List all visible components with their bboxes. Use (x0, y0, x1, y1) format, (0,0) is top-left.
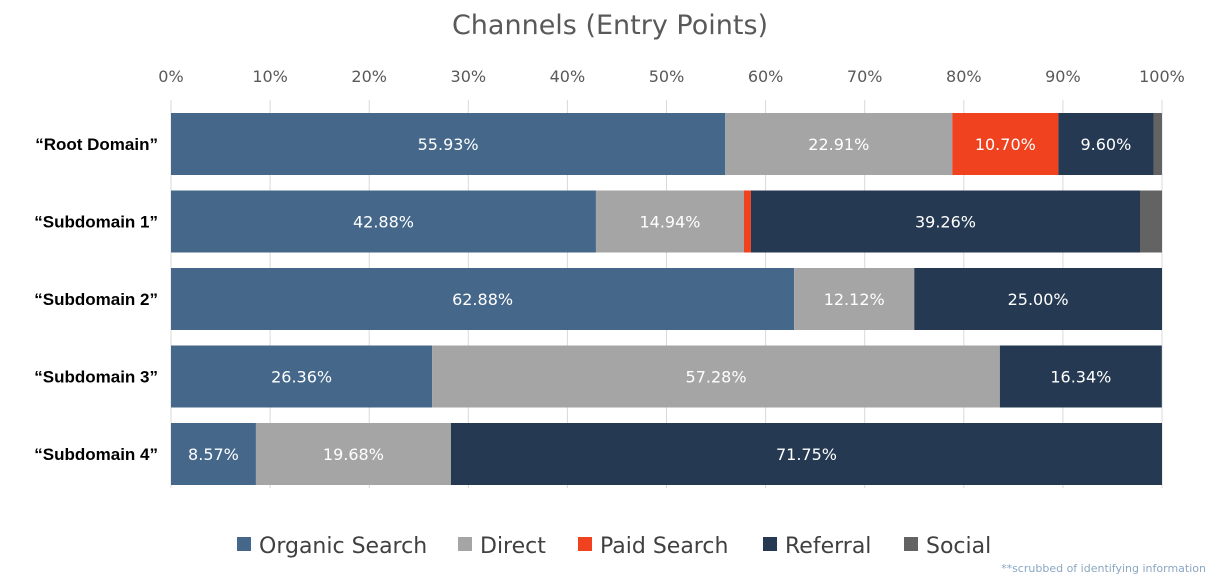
legend-swatch (904, 537, 918, 551)
x-tick-label: 20% (351, 67, 387, 86)
bar-segment (794, 268, 915, 330)
x-tick-label: 10% (252, 67, 288, 86)
bar-segment (1153, 113, 1162, 175)
bar-segment (171, 113, 726, 175)
bar-segment (743, 190, 751, 253)
x-tick-label: 80% (946, 67, 982, 86)
chart-title: Channels (Entry Points) (452, 10, 768, 41)
category-label: “Subdomain 3” (34, 368, 158, 387)
legend-swatch (458, 537, 472, 551)
bar-segment (750, 190, 1140, 253)
data-label: 19.68% (323, 445, 384, 464)
legend-label: Direct (480, 534, 546, 559)
legend-label: Social (926, 534, 991, 559)
x-tick-label: 30% (451, 67, 487, 86)
bar-segment (171, 268, 795, 330)
data-label: 9.60% (1080, 135, 1131, 154)
bar-segment (1139, 190, 1162, 253)
data-labels: 55.93% 22.91% 10.70% 9.60% 42.88% 14.94% 39.26… (188, 135, 1131, 464)
bar-segment (171, 190, 596, 253)
data-label: 12.12% (824, 290, 885, 309)
data-label: 25.00% (1008, 290, 1069, 309)
legend-swatch (763, 537, 777, 551)
x-tick-label: 0% (158, 67, 183, 86)
x-tick-label: 100% (1139, 67, 1185, 86)
bars (171, 113, 1162, 485)
category-label: “Root Domain” (35, 135, 158, 154)
bar-segment (255, 423, 451, 485)
bar-segment (914, 268, 1162, 330)
data-label: 16.34% (1050, 368, 1111, 387)
data-label: 39.26% (915, 213, 976, 232)
data-label: 55.93% (418, 135, 479, 154)
bar-segment (595, 190, 744, 253)
data-label: 71.75% (776, 445, 837, 464)
data-label: 8.57% (188, 445, 239, 464)
data-label: 62.88% (452, 290, 513, 309)
category-label: “Subdomain 2” (34, 290, 158, 309)
legend-label: Paid Search (600, 534, 728, 559)
category-label: “Subdomain 1” (34, 213, 158, 232)
x-tick-label: 90% (1045, 67, 1081, 86)
legend-label: Organic Search (259, 534, 427, 559)
x-axis-ticks: 0% 10% 20% 30% 40% 50% 60% 70% 80% 90% 100% (158, 67, 1185, 86)
bar-segment (725, 113, 953, 175)
bar-segment (450, 423, 1162, 485)
bar-segment (1058, 113, 1154, 175)
x-tick-label: 60% (748, 67, 784, 86)
legend: Organic Search Direct Paid Search Referral S… (237, 534, 991, 559)
data-label: 22.91% (808, 135, 869, 154)
bar-segment (171, 345, 433, 408)
footnote: **scrubbed of identifying information (1001, 562, 1206, 575)
legend-label: Referral (785, 534, 871, 559)
legend-swatch (578, 537, 592, 551)
category-label: “Subdomain 4” (34, 445, 158, 464)
x-tick-label: 70% (847, 67, 883, 86)
bar-segment (952, 113, 1059, 175)
data-label: 14.94% (639, 213, 700, 232)
x-tick-label: 50% (649, 67, 685, 86)
category-labels: “Root Domain” “Subdomain 1” “Subdomain 2” “… (34, 135, 158, 464)
data-label: 26.36% (271, 368, 332, 387)
bar-segment (432, 345, 1000, 408)
data-label: 10.70% (975, 135, 1036, 154)
x-tick-label: 40% (550, 67, 586, 86)
data-label: 42.88% (353, 213, 414, 232)
legend-swatch (237, 537, 251, 551)
bar-segment (171, 423, 256, 485)
data-label: 57.28% (686, 368, 747, 387)
bar-segment (999, 345, 1162, 408)
